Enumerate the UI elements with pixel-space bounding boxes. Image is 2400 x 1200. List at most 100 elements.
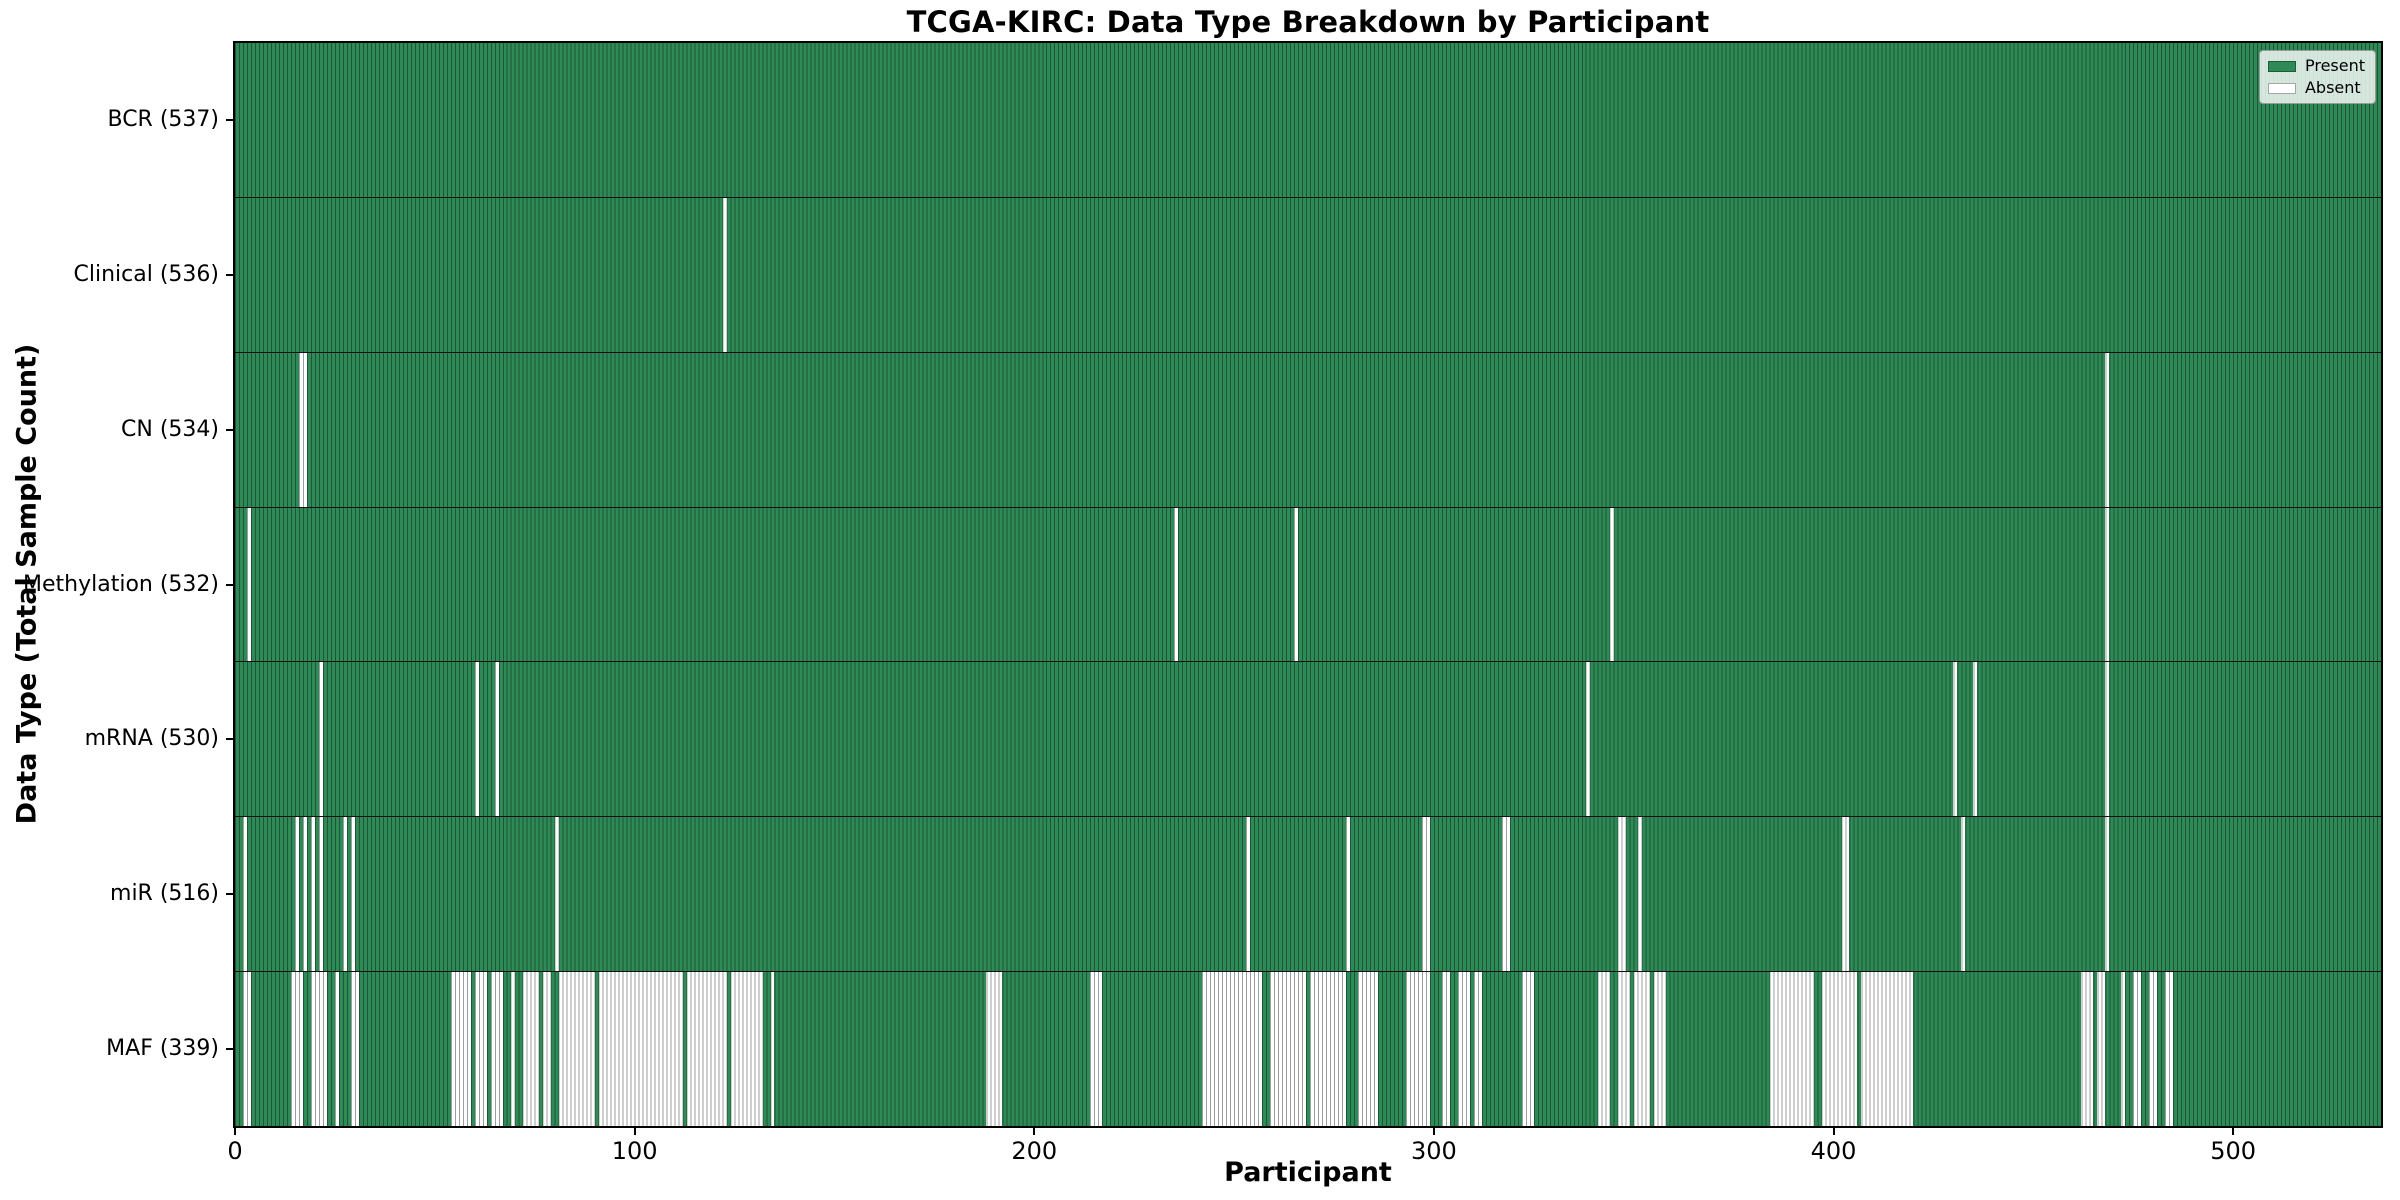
absent-stripe: [722, 197, 727, 352]
absent-stripe: [986, 972, 1003, 1127]
absent-stripe: [2097, 972, 2106, 1127]
x-axis-label: Participant: [1224, 1157, 1392, 1188]
absent-stripe: [1653, 972, 1666, 1127]
absent-stripe: [1961, 817, 1966, 972]
row-cn: [235, 351, 2381, 507]
absent-stripe: [342, 817, 347, 972]
absent-stripe: [1597, 972, 1610, 1127]
y-tick-label-mrna: mRNA (530): [84, 726, 219, 752]
row-mrna: [235, 661, 2381, 817]
absent-stripe: [1405, 972, 1430, 1127]
absent-stripe: [1202, 972, 1263, 1127]
x-tick-mark: [1033, 1126, 1036, 1135]
absent-stripe: [318, 817, 323, 972]
rows-container: [235, 43, 2381, 1127]
absent-stripe: [2149, 972, 2158, 1127]
absent-stripe: [1501, 817, 1510, 972]
x-tick-mark: [2232, 1126, 2235, 1135]
plot-area: 0 100 200 300 400 500 BCR (537) Clinical (536)…: [23, 41, 2383, 1163]
absent-stripe: [2105, 662, 2110, 817]
absent-stripe: [686, 972, 727, 1127]
y-tick-mark: [226, 583, 235, 586]
absent-stripe: [1841, 817, 1850, 972]
absent-stripe: [1357, 972, 1378, 1127]
y-tick-label-methylation: Methylation (532): [23, 571, 219, 597]
legend-item-present: Present: [2267, 56, 2365, 75]
y-tick-mark: [226, 119, 235, 122]
absent-stripe: [1637, 817, 1642, 972]
absent-stripe: [554, 817, 559, 972]
y-tick-mark: [226, 1047, 235, 1050]
absent-stripe: [450, 972, 471, 1127]
absent-stripe: [2081, 972, 2094, 1127]
y-tick-label-mir: miR (516): [110, 880, 219, 906]
absent-stripe: [1633, 972, 1650, 1127]
absent-stripe: [246, 507, 251, 662]
absent-stripe: [2133, 972, 2142, 1127]
x-tick-mark: [633, 1126, 636, 1135]
legend-item-absent: Absent: [2267, 78, 2365, 97]
absent-stripe: [490, 972, 503, 1127]
absent-stripe: [242, 817, 247, 972]
absent-stripe: [474, 662, 479, 817]
y-tick-mark: [226, 738, 235, 741]
absent-stripe: [1769, 972, 1814, 1127]
x-tick-mark: [1832, 1126, 1835, 1135]
absent-stripe: [542, 972, 551, 1127]
absent-stripe: [1609, 507, 1614, 662]
absent-stripe: [1973, 662, 1978, 817]
absent-stripe: [1457, 972, 1470, 1127]
absent-stripe: [558, 972, 595, 1127]
legend: Present Absent: [2258, 50, 2376, 104]
absent-stripe: [1174, 507, 1179, 662]
legend-swatch-absent: [2267, 82, 2296, 94]
absent-stripe: [1585, 662, 1590, 817]
absent-stripe: [290, 972, 303, 1127]
legend-swatch-present: [2267, 60, 2296, 72]
absent-stripe: [2165, 972, 2174, 1127]
absent-stripe: [1309, 972, 1346, 1127]
y-tick-mark: [226, 892, 235, 895]
legend-label: Absent: [2304, 78, 2361, 97]
absent-stripe: [350, 972, 359, 1127]
absent-stripe: [2105, 352, 2110, 507]
absent-stripe: [1953, 662, 1958, 817]
row-methylation: [235, 506, 2381, 662]
absent-stripe: [1821, 972, 1858, 1127]
absent-stripe: [522, 972, 539, 1127]
absent-stripe: [298, 352, 307, 507]
absent-stripe: [1617, 817, 1626, 972]
x-tick-mark: [234, 1126, 236, 1135]
absent-stripe: [242, 972, 251, 1127]
x-tick-mark: [1432, 1126, 1435, 1135]
absent-stripe: [1473, 972, 1482, 1127]
row-clinical: [235, 196, 2381, 352]
absent-stripe: [318, 662, 323, 817]
absent-stripe: [494, 662, 499, 817]
y-tick-label-maf: MAF (339): [106, 1035, 219, 1061]
y-axis-label: Data Type (Total Sample Count): [11, 343, 43, 825]
absent-stripe: [310, 817, 315, 972]
row-mir: [235, 816, 2381, 972]
y-tick-mark: [226, 428, 235, 431]
absent-stripe: [730, 972, 763, 1127]
absent-stripe: [334, 972, 339, 1127]
absent-stripe: [310, 972, 327, 1127]
absent-stripe: [770, 972, 775, 1127]
absent-stripe: [598, 972, 683, 1127]
legend-label: Present: [2304, 56, 2365, 75]
absent-stripe: [1861, 972, 1914, 1127]
absent-stripe: [474, 972, 487, 1127]
absent-stripe: [1345, 817, 1350, 972]
row-maf: [235, 971, 2381, 1127]
absent-stripe: [1294, 507, 1298, 662]
absent-stripe: [1246, 817, 1251, 972]
y-tick-label-cn: CN (534): [121, 416, 219, 442]
y-tick-label-bcr: BCR (537): [107, 107, 219, 133]
absent-stripe: [1090, 972, 1103, 1127]
y-tick-mark: [226, 274, 235, 277]
absent-stripe: [1421, 817, 1430, 972]
absent-stripe: [294, 817, 299, 972]
row-bcr: [235, 43, 2381, 197]
